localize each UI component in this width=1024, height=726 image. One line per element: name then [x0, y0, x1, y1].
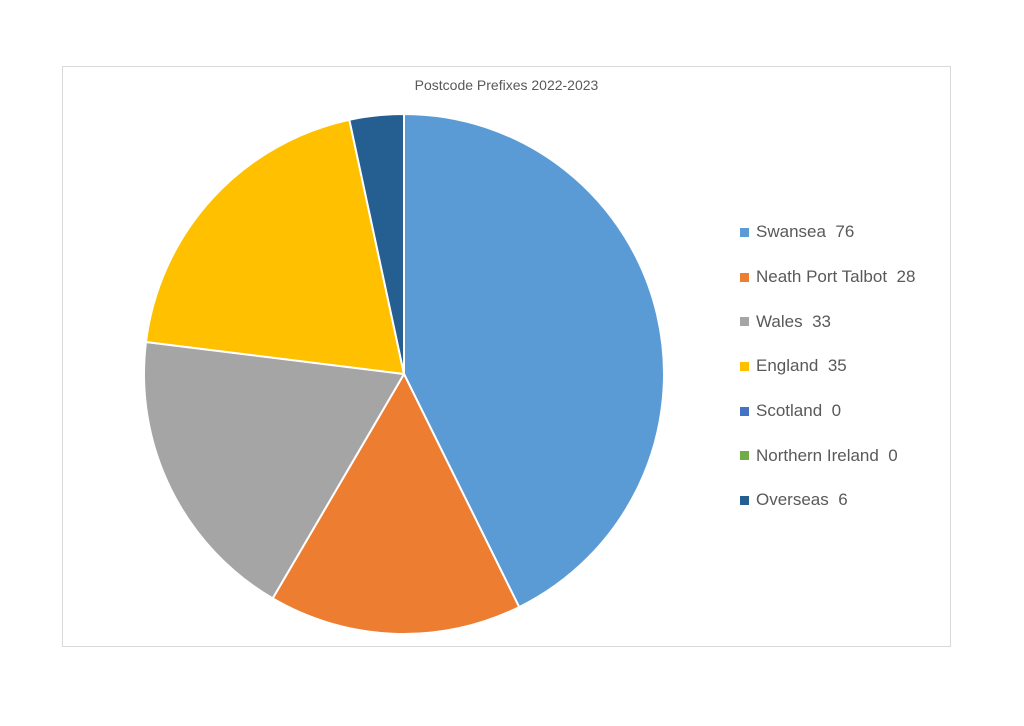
- pie-slice-swansea: [403, 113, 665, 609]
- legend-swatch: [740, 451, 749, 461]
- chart-title: Postcode Prefixes 2022-2023: [414, 77, 599, 93]
- legend-item-swansea: Swansea 76: [740, 210, 915, 255]
- legend-swatch: [740, 317, 749, 327]
- legend-item-overseas: Overseas 6: [740, 478, 915, 523]
- legend-value: 33: [812, 311, 831, 331]
- legend-label: Northern Ireland: [756, 445, 879, 465]
- chart-legend: Swansea 76 Neath Port Talbot 28 Wales 33 En…: [740, 210, 915, 523]
- legend-label: England: [756, 356, 819, 376]
- legend-value: 0: [831, 401, 842, 421]
- legend-value: 28: [896, 267, 916, 287]
- legend-label: Neath Port Talbot: [756, 267, 888, 287]
- legend-value: 0: [888, 445, 898, 465]
- legend-item-northern-ireland: Northern Ireland 0: [740, 433, 915, 478]
- legend-item-wales: Wales 33: [740, 299, 915, 344]
- legend-item-neath-port-talbot: Neath Port Talbot 28: [740, 255, 915, 300]
- legend-swatch: [740, 272, 749, 282]
- legend-label: Swansea: [756, 222, 826, 242]
- legend-swatch: [740, 406, 749, 416]
- pie-slice-neath-port-talbot: [271, 373, 521, 635]
- legend-item-scotland: Scotland 0: [740, 389, 915, 434]
- pie-chart: [143, 113, 665, 635]
- legend-label: Scotland: [756, 401, 823, 421]
- legend-swatch: [740, 227, 749, 237]
- pie-slice-overseas: [348, 113, 405, 375]
- legend-item-england: England 35: [740, 344, 915, 389]
- legend-value: 76: [835, 222, 855, 242]
- legend-swatch: [740, 361, 749, 371]
- pie-slice-wales: [143, 340, 405, 600]
- legend-label: Overseas: [756, 490, 829, 510]
- legend-value: 6: [838, 490, 848, 510]
- legend-swatch: [740, 495, 749, 505]
- chart-area: Postcode Prefixes 2022-2023 Swansea 76 Ne…: [62, 66, 951, 647]
- legend-value: 35: [827, 356, 847, 376]
- legend-label: Wales: [756, 311, 803, 331]
- pie-slice-england: [144, 118, 405, 375]
